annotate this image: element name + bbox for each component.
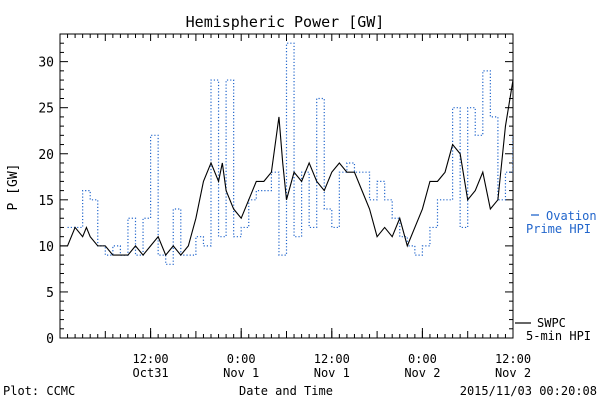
- legend-swpc-label: SWPC: [537, 316, 566, 330]
- x-tick-label-time: 12:00: [314, 352, 350, 366]
- y-tick-label: 15: [38, 194, 54, 209]
- y-tick-label: 10: [38, 240, 54, 255]
- y-tick-label: 20: [38, 148, 54, 163]
- y-axis-label: P [GW]: [6, 164, 21, 211]
- x-tick-label-date: Nov 2: [404, 366, 440, 380]
- y-tick-label: 5: [46, 286, 54, 301]
- x-tick-label-time: 0:00: [227, 352, 256, 366]
- series-ovation-line: [67, 42, 513, 265]
- x-tick-label-time: 0:00: [408, 352, 437, 366]
- x-tick-label-date: Oct31: [133, 366, 169, 380]
- legend-ovation-label-2: Prime HPI: [526, 222, 591, 236]
- x-tick-label-date: Nov 2: [495, 366, 531, 380]
- y-tick-label: 25: [38, 102, 54, 117]
- x-tick-label-date: Nov 1: [223, 366, 259, 380]
- x-axis-label: Date and Time: [239, 384, 333, 398]
- legend-swpc-label-2: 5-min HPI: [526, 329, 591, 343]
- x-tick-label-date: Nov 1: [314, 366, 350, 380]
- y-tick-label: 30: [38, 56, 54, 71]
- y-tick-label: 0: [46, 332, 54, 347]
- x-tick-label-time: 12:00: [495, 352, 531, 366]
- x-tick-label-time: 12:00: [133, 352, 169, 366]
- chart-title: Hemispheric Power [GW]: [186, 13, 385, 31]
- series-swpc-line: [60, 78, 513, 257]
- footer-credit: Plot: CCMC: [3, 384, 75, 398]
- legend-ovation-label: Ovation: [546, 209, 597, 223]
- footer-timestamp: 2015/11/03 00:20:08: [460, 384, 597, 398]
